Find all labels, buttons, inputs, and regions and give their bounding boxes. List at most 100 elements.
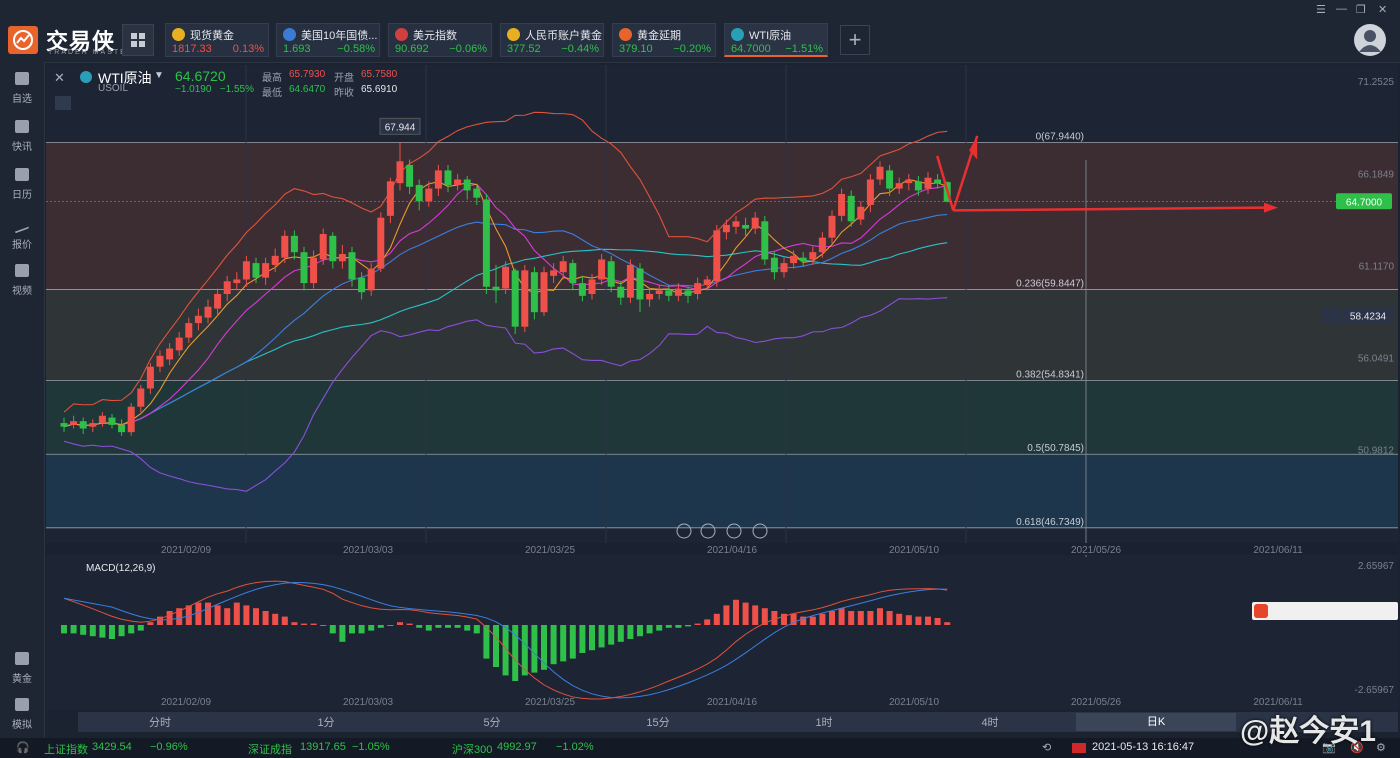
macd-bar (70, 625, 77, 634)
y-tick-label: 56.0491 (1358, 354, 1395, 365)
chart-panel[interactable]: 0(67.9440) 0.236(59.8447) 0.382(54.8341) 0.… (46, 65, 1398, 710)
close-window-button[interactable]: ✕ (1378, 4, 1388, 16)
timeframe-tab[interactable]: 1时 (815, 717, 833, 729)
candle-body (607, 261, 615, 287)
sh-index-value: 3429.54 (92, 741, 132, 753)
tab-instrument[interactable]: 美国10年国债... 1.693 −0.58% (276, 23, 380, 57)
draw-tools-icon[interactable] (55, 96, 71, 110)
candle-body (934, 179, 942, 184)
macd-bar (752, 605, 759, 625)
sz-index-change: −1.05% (352, 741, 390, 753)
sidebar-item-news[interactable]: 快讯 (0, 120, 44, 160)
candle-body (290, 235, 298, 253)
tab-instrument[interactable]: 人民币账户黄金 377.52 −0.44% (500, 23, 604, 57)
macd-bar (598, 625, 605, 648)
macd-bar (262, 611, 269, 625)
candle-body (588, 279, 596, 295)
sidebar-item-quotes[interactable]: 报价 (0, 213, 44, 256)
sz-index-label[interactable]: 深证成指 (248, 744, 292, 756)
macd-bar (166, 611, 173, 625)
alert-price-label: 58.4234 (1350, 311, 1387, 322)
tab-instrument[interactable]: 现货黄金 1817.33 0.13% (165, 23, 269, 57)
macd-bar (569, 625, 576, 659)
sidebar-item-calendar[interactable]: 日历 (0, 168, 44, 208)
instrument-icon (619, 28, 632, 41)
tab-name: 人民币账户黄金 (525, 30, 602, 42)
fib-label: 0.5(50.7845) (1027, 443, 1084, 454)
candle-body (799, 257, 807, 262)
settings-menu-icon[interactable]: ☰ (1316, 4, 1326, 16)
macd-bar (781, 613, 787, 625)
timeframe-tab[interactable]: 1分 (317, 717, 335, 729)
minimize-button[interactable]: — (1336, 3, 1347, 15)
sidebar-item-gold[interactable]: 黄金 (0, 652, 44, 692)
restore-button[interactable]: ❐ (1356, 4, 1366, 16)
macd-bar (589, 625, 595, 651)
timeframe-tab[interactable]: 日K (1076, 713, 1236, 731)
macd-bar (809, 616, 816, 625)
macd-bar (685, 625, 691, 627)
candle-body (540, 272, 548, 313)
timeframe-tab[interactable]: 4时 (981, 717, 999, 729)
timeframe-tab[interactable]: 15分 (646, 717, 670, 729)
mute-icon[interactable]: 🔇 (1350, 742, 1364, 754)
user-avatar[interactable] (1354, 24, 1386, 56)
price-change: −1.0190 −1.55% (175, 84, 254, 95)
macd-bar (877, 608, 883, 625)
connection-icon[interactable]: ⟲ (1042, 742, 1052, 754)
candle-body (655, 290, 663, 295)
camera-icon[interactable]: 📷 (1322, 742, 1336, 754)
fib-band (46, 142, 1398, 290)
user-icon (1359, 30, 1381, 52)
sh-index-label[interactable]: 上证指数 (44, 744, 88, 756)
sidebar-item-watchlist[interactable]: 自选 (0, 72, 44, 112)
tab-instrument[interactable]: 美元指数 90.692 −0.06% (388, 23, 492, 57)
macd-bar (867, 611, 874, 625)
x-tick-label: 2021/03/03 (343, 545, 393, 556)
candle-body (770, 257, 778, 273)
macd-bar (310, 623, 317, 625)
candle-body (271, 255, 279, 265)
prev-close-value: 65.6910 (361, 84, 398, 95)
close-chart-icon[interactable]: ✕ (54, 70, 65, 85)
timeframe-bar (78, 712, 1398, 732)
settings-icon[interactable]: ⚙ (1376, 742, 1386, 754)
x-tick-label: 2021/03/25 (525, 545, 575, 556)
macd-bar (99, 625, 106, 638)
sidebar-item-demo[interactable]: 模拟 (0, 698, 44, 738)
tab-instrument-active[interactable]: WTI原油 64.7000 −1.51% (724, 23, 828, 57)
macd-x-tick-label: 2021/02/09 (161, 697, 211, 708)
instrument-title[interactable]: WTI原油 (98, 70, 152, 86)
macd-bar (502, 625, 509, 676)
grid-menu-button[interactable] (122, 24, 154, 56)
timeframe-tab[interactable]: 分时 (149, 717, 171, 729)
tab-instrument[interactable]: 黄金延期 379.10 −0.20% (612, 23, 716, 57)
candle-body (511, 270, 519, 327)
ime-toolbar[interactable] (1252, 602, 1398, 620)
macd-label: MACD(12,26,9) (86, 563, 155, 574)
macd-bar (704, 619, 711, 625)
sidebar-item-video[interactable]: 视频 (0, 264, 44, 304)
candle-body (636, 268, 644, 300)
candle-body (358, 277, 366, 293)
add-tab-button[interactable]: + (840, 25, 870, 55)
candle-body (329, 235, 337, 262)
candle-body (223, 281, 231, 295)
bookmark-icon (15, 72, 29, 85)
headset-icon[interactable]: 🎧 (16, 742, 30, 754)
timeframe-tab[interactable]: 5分 (483, 717, 501, 729)
macd-x-tick-label: 2021/03/25 (525, 697, 575, 708)
chart-canvas[interactable]: 0(67.9440) 0.236(59.8447) 0.382(54.8341) 0.… (46, 65, 1398, 710)
hs300-label[interactable]: 沪深300 (452, 744, 493, 756)
tab-change: −1.51% (785, 43, 823, 55)
candle-body (646, 294, 654, 300)
candle-body (194, 315, 202, 324)
dropdown-arrow-icon[interactable]: ▼ (154, 70, 164, 81)
high-label: 最高 (262, 73, 282, 84)
open-label: 开盘 (334, 73, 354, 84)
sz-index-value: 13917.65 (300, 741, 346, 753)
macd-bar (349, 625, 355, 634)
instrument-icon (283, 28, 296, 41)
macd-bar (925, 616, 931, 625)
candle-body (550, 270, 558, 276)
